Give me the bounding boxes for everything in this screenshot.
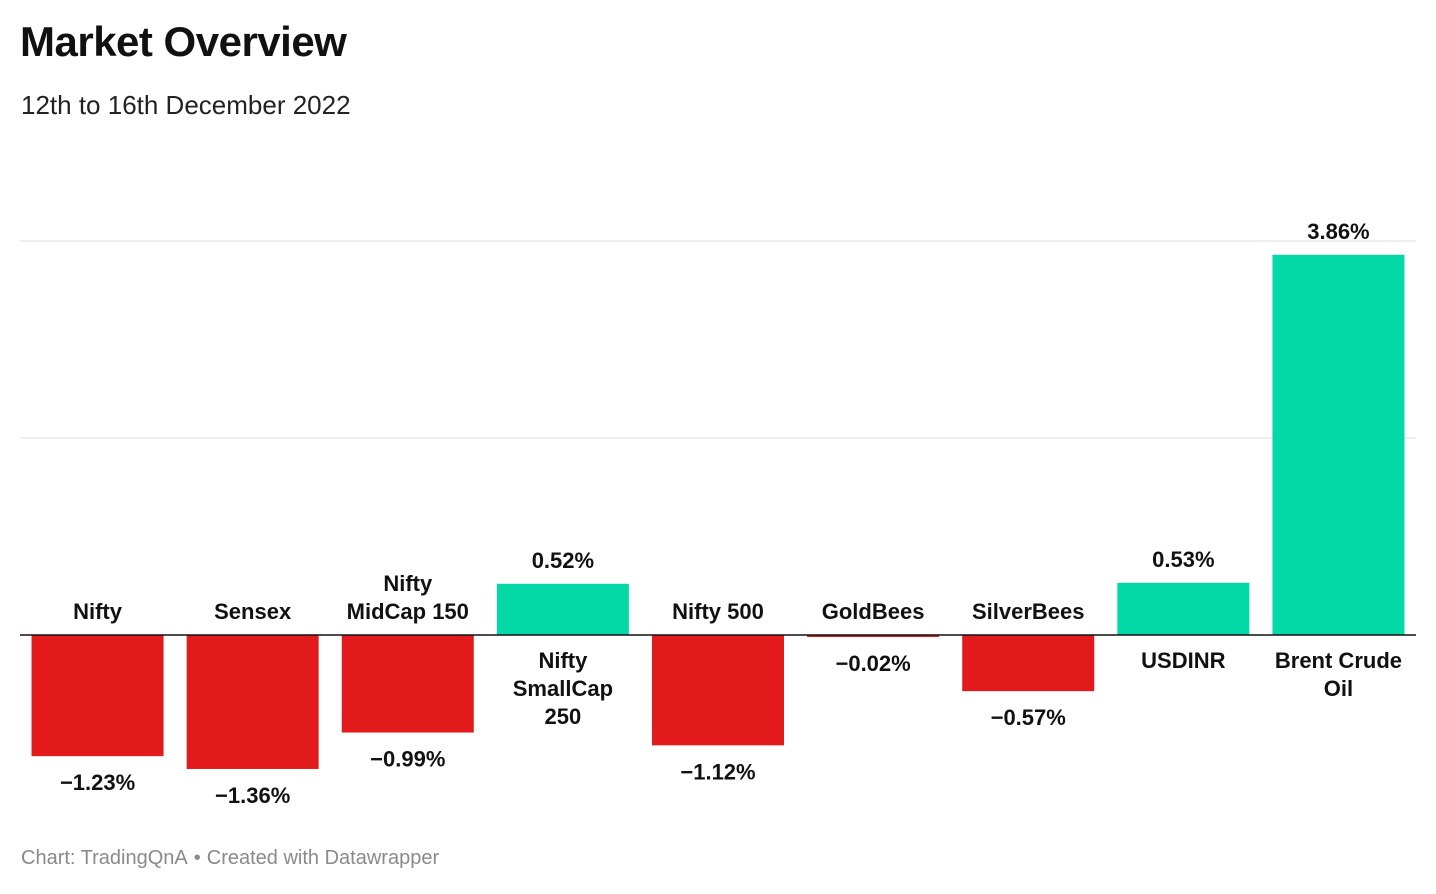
chart-title: Market Overview <box>20 18 347 65</box>
category-label: SilverBees <box>972 599 1085 624</box>
value-label: 3.86% <box>1307 219 1369 244</box>
category-label: USDINR <box>1141 648 1225 673</box>
category-label-line: Nifty <box>383 571 433 596</box>
bar <box>652 635 784 746</box>
category-label-line: SilverBees <box>972 599 1085 624</box>
category-label: Brent Crude Oil <box>1275 648 1402 701</box>
category-label-line: Sensex <box>214 599 292 624</box>
category-label: Nifty MidCap 150 <box>347 571 469 624</box>
value-label: −1.36% <box>215 783 290 808</box>
footer-credit-link[interactable]: Created with Datawrapper <box>206 847 440 869</box>
value-label: −0.02% <box>835 651 910 676</box>
category-label-line: Nifty 500 <box>672 599 764 624</box>
category-label-line: Brent Crude <box>1275 648 1402 673</box>
bar <box>341 635 474 733</box>
bar <box>807 635 940 637</box>
category-label-line: Nifty <box>538 648 588 673</box>
bar <box>962 635 1095 692</box>
category-label-line: MidCap 150 <box>347 599 469 624</box>
bar <box>186 635 319 769</box>
bar <box>1272 254 1405 636</box>
category-label-line: Nifty <box>73 599 123 624</box>
chart-footer: Chart: TradingQnA • Created with Datawrapp… <box>21 847 439 870</box>
value-label: −0.99% <box>370 747 445 772</box>
category-label: GoldBees <box>822 599 925 624</box>
chart-subtitle: 12th to 16th December 2022 <box>21 90 351 120</box>
bar <box>1117 582 1250 635</box>
category-label: Nifty <box>73 599 123 624</box>
value-label: −1.23% <box>60 770 135 795</box>
category-label-line: Oil <box>1324 676 1353 701</box>
bar <box>31 635 164 757</box>
value-label: −1.12% <box>680 759 755 784</box>
category-label: Nifty SmallCap 250 <box>513 648 613 729</box>
category-label-line: USDINR <box>1141 648 1225 673</box>
category-label: Nifty 500 <box>672 599 764 624</box>
category-label-line: GoldBees <box>822 599 925 624</box>
value-label: −0.57% <box>991 705 1066 730</box>
footer-separator: • <box>193 847 201 869</box>
category-label-line: 250 <box>545 704 582 729</box>
value-label: 0.53% <box>1152 547 1214 572</box>
value-label: 0.52% <box>532 548 594 573</box>
footer-source: Chart: TradingQnA <box>21 847 188 869</box>
bar <box>496 583 629 635</box>
category-label-line: SmallCap <box>513 676 613 701</box>
category-label: Sensex <box>214 599 292 624</box>
